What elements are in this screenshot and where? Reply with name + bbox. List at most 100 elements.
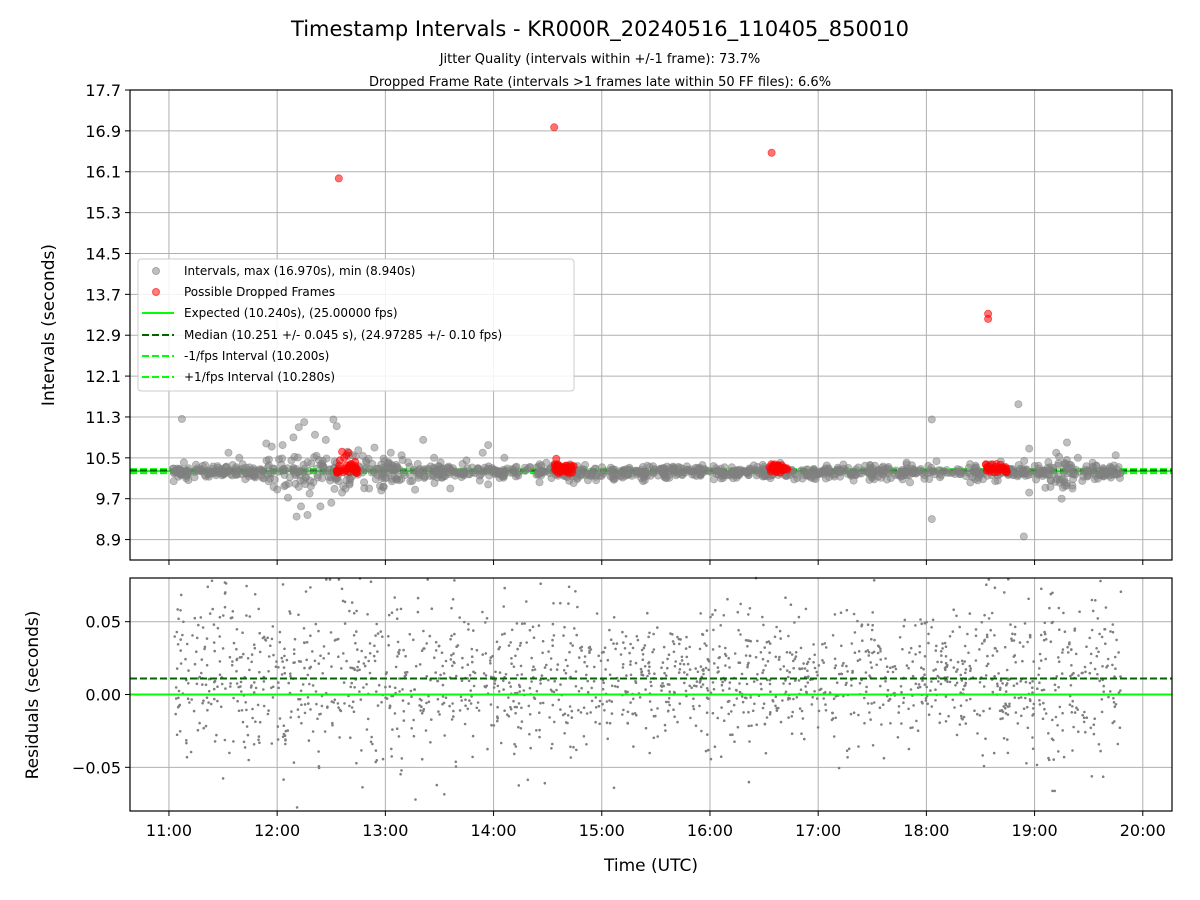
residual-point <box>728 687 731 690</box>
residual-point <box>365 728 369 731</box>
residual-point <box>302 627 306 630</box>
interval-point <box>451 471 460 480</box>
residual-point <box>853 651 857 654</box>
residual-point <box>1062 755 1066 759</box>
residual-point <box>575 748 578 752</box>
residual-point <box>621 666 625 669</box>
interval-point <box>270 475 279 484</box>
interval-point <box>446 484 455 493</box>
residual-point <box>467 622 470 626</box>
residual-point <box>428 634 432 638</box>
residual-point <box>248 668 251 672</box>
residuals-y-label: Residuals (seconds) <box>23 611 43 780</box>
interval-point <box>686 467 695 476</box>
residual-point <box>840 644 843 648</box>
residual-point <box>845 608 849 612</box>
residual-point <box>466 707 470 711</box>
residual-point <box>1010 639 1014 642</box>
residual-point <box>1111 630 1115 634</box>
residual-point <box>297 715 301 719</box>
residual-point <box>518 690 521 693</box>
residual-point <box>572 745 575 749</box>
residual-point <box>870 666 873 669</box>
residual-point <box>230 663 234 667</box>
residual-point <box>576 605 579 609</box>
residual-point <box>381 635 384 638</box>
residual-point <box>491 654 494 658</box>
residual-point <box>778 629 782 633</box>
residual-point <box>721 689 725 692</box>
intervals-y-tick-label: 15.3 <box>85 204 121 223</box>
residual-point <box>684 689 688 693</box>
residual-point <box>775 709 779 712</box>
residual-point <box>800 732 803 735</box>
residual-point <box>778 655 781 659</box>
residual-point <box>959 691 962 694</box>
dropped-frame-point <box>567 462 576 471</box>
residual-point <box>738 690 742 694</box>
residual-point <box>790 732 794 735</box>
residual-point <box>278 717 282 720</box>
residual-point <box>449 637 452 641</box>
interval-point <box>606 467 615 476</box>
residual-point <box>496 717 500 720</box>
interval-point <box>1046 476 1055 485</box>
residual-point <box>430 718 433 721</box>
interval-point <box>294 423 303 432</box>
residual-point <box>724 664 727 667</box>
residual-point <box>519 664 523 668</box>
residual-point <box>1042 701 1045 705</box>
residual-point <box>264 639 268 642</box>
residual-point <box>174 697 178 700</box>
residual-point <box>726 700 730 703</box>
residual-point <box>338 736 341 739</box>
residual-point <box>545 663 548 667</box>
residual-point <box>520 622 524 625</box>
residual-point <box>908 651 911 654</box>
residual-point <box>551 703 555 707</box>
residual-point <box>853 631 857 634</box>
residual-point <box>1012 684 1016 687</box>
residual-point <box>434 671 438 674</box>
residual-point <box>496 684 500 688</box>
residual-point <box>292 652 296 656</box>
residual-point <box>585 673 588 677</box>
residual-point <box>846 756 849 759</box>
residual-point <box>402 710 406 713</box>
residual-point <box>413 688 417 691</box>
residual-point <box>370 735 374 739</box>
interval-point <box>386 448 395 457</box>
residual-point <box>1073 629 1076 632</box>
residual-point <box>284 742 287 746</box>
residual-point <box>400 757 404 760</box>
residual-point <box>364 656 367 659</box>
legend-item-intervals: Intervals, max (16.970s), min (8.940s) <box>152 264 415 278</box>
residual-point <box>461 656 464 660</box>
residual-point <box>923 683 927 686</box>
residual-point <box>1102 690 1105 693</box>
residual-point <box>598 699 602 703</box>
residual-point <box>997 672 1000 675</box>
residual-point <box>824 646 828 649</box>
residual-point <box>185 642 189 646</box>
residual-point <box>179 649 182 652</box>
residual-point <box>472 684 476 688</box>
residual-point <box>992 751 996 755</box>
residual-point <box>568 650 571 654</box>
residual-point <box>434 649 438 652</box>
residual-point <box>640 670 644 673</box>
legend: Intervals, max (16.970s), min (8.940s) P… <box>137 258 575 392</box>
residual-point <box>395 608 399 611</box>
residual-point <box>476 701 480 704</box>
residual-point <box>976 712 979 716</box>
residual-point <box>608 699 611 702</box>
residual-point <box>683 681 686 685</box>
residual-point <box>652 714 656 718</box>
interval-point <box>289 433 298 442</box>
residual-point <box>617 679 620 682</box>
residual-point <box>574 670 578 673</box>
residual-point <box>489 703 493 706</box>
legend-marker-dropped <box>152 288 160 296</box>
residual-point <box>735 697 739 700</box>
residual-point <box>944 720 948 723</box>
